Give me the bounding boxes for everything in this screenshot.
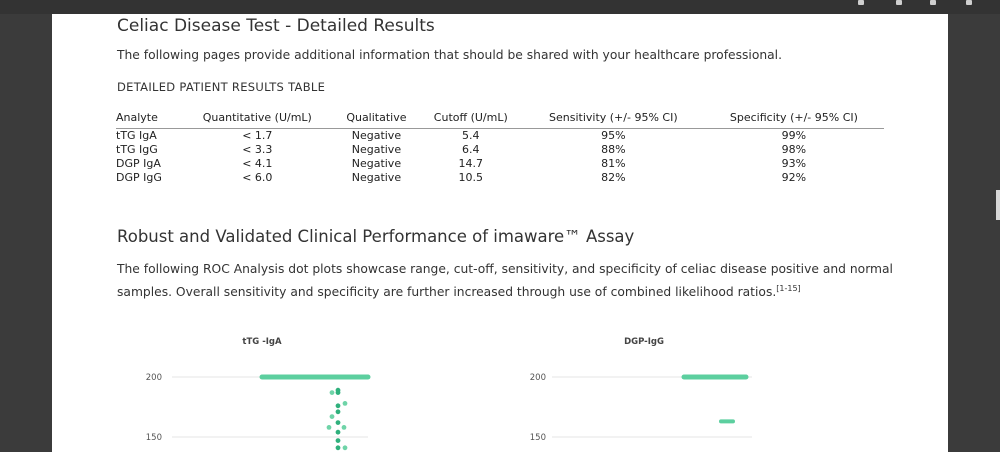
- table-cell: DGP IgG: [116, 171, 162, 184]
- dot-plots: tTG -IgA 200 150 DGP-IgG 200 150: [146, 337, 752, 451]
- table-cell: 95%: [601, 129, 626, 142]
- data-point: [329, 414, 335, 419]
- table-cell: < 1.7: [242, 129, 273, 142]
- data-point: [341, 425, 347, 430]
- section-title: Robust and Validated Clinical Performanc…: [117, 227, 635, 246]
- table-cell: 88%: [601, 143, 626, 156]
- table-cell: < 6.0: [242, 171, 273, 184]
- data-point: [335, 420, 341, 425]
- chart-title: DGP-IgG: [624, 337, 664, 347]
- table-cell: 5.4: [462, 129, 480, 142]
- table-cell: Negative: [351, 143, 402, 156]
- data-point: [335, 390, 341, 395]
- table-cell: 98%: [781, 143, 807, 156]
- data-point: [342, 445, 348, 451]
- data-point: [329, 390, 335, 395]
- table-row: tTG IgG < 3.3 Negative 6.4 88% 98%: [116, 143, 884, 157]
- y-tick-label: 150: [146, 433, 162, 443]
- data-point: [326, 425, 332, 430]
- column-header: Cutoff (U/mL): [418, 109, 523, 129]
- table-row: DGP IgG < 6.0 Negative 10.5 82% 92%: [116, 171, 884, 185]
- toolbar-icon[interactable]: [930, 0, 936, 5]
- table-row: tTG IgA < 1.7 Negative 5.4 95% 99%: [116, 129, 884, 144]
- table-cell: tTG IgG: [116, 143, 158, 156]
- section-text: The following ROC Analysis dot plots sho…: [117, 259, 897, 302]
- table-cell: < 4.1: [242, 157, 273, 170]
- table-cell: 92%: [781, 171, 807, 184]
- toolbar-icon[interactable]: [896, 0, 902, 5]
- table-cell: < 3.3: [242, 143, 273, 156]
- chart-title: tTG -IgA: [242, 337, 282, 347]
- table-cell: Negative: [351, 171, 402, 184]
- column-header: Specificity (+/- 95% CI): [703, 109, 884, 129]
- y-tick-label: 200: [146, 373, 162, 383]
- table-cell: tTG IgA: [116, 129, 157, 142]
- table-cell: 81%: [601, 157, 626, 170]
- table-cell: 82%: [601, 171, 626, 184]
- table-cell: Negative: [351, 129, 402, 142]
- column-header: Analyte: [116, 109, 181, 129]
- table-row: DGP IgA < 4.1 Negative 14.7 81% 93%: [116, 157, 884, 171]
- data-point: [335, 429, 341, 435]
- intro-text: The following pages provide additional i…: [117, 48, 783, 62]
- data-point: [335, 409, 341, 415]
- pdf-page: Celiac Disease Test - Detailed Results T…: [52, 14, 948, 452]
- data-point: [335, 438, 341, 443]
- table-cell: 93%: [781, 157, 807, 170]
- page-title: Celiac Disease Test - Detailed Results: [117, 16, 435, 36]
- section-body: The following ROC Analysis dot plots sho…: [117, 262, 893, 300]
- scrollbar-thumb[interactable]: [996, 190, 1000, 220]
- viewer-toolbar: [0, 0, 1000, 14]
- table-cell: 14.7: [458, 157, 484, 170]
- reference: [1-15]: [776, 284, 801, 293]
- data-point: [335, 403, 341, 409]
- table-cell: Negative: [351, 157, 402, 170]
- toolbar-icon[interactable]: [858, 0, 864, 5]
- y-tick-label: 150: [530, 433, 546, 443]
- data-point: [335, 445, 341, 451]
- table-cell: 6.4: [462, 143, 480, 156]
- data-point: [342, 401, 348, 406]
- column-header: Qualitative: [334, 109, 419, 129]
- table-cell: 10.5: [458, 171, 484, 184]
- y-tick-label: 200: [530, 373, 546, 383]
- table-cell: DGP IgA: [116, 157, 161, 170]
- toolbar-icon[interactable]: [966, 0, 972, 5]
- table-heading: DETAILED PATIENT RESULTS TABLE: [117, 80, 326, 94]
- column-header: Quantitative (U/mL): [180, 109, 335, 129]
- table-cell: 99%: [781, 129, 807, 142]
- results-table: Analyte Quantitative (U/mL) Qualitative Cut…: [116, 109, 884, 185]
- column-header: Sensitivity (+/- 95% CI): [522, 109, 704, 129]
